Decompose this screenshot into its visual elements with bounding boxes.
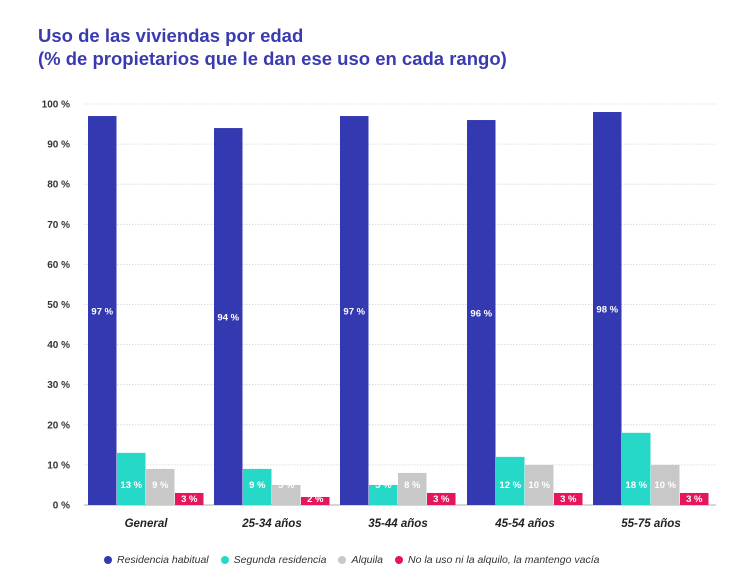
bar — [301, 496, 330, 505]
y-tick-label: 40 % — [47, 340, 70, 351]
legend-item: Alquila — [338, 554, 383, 566]
bar — [369, 484, 398, 505]
data-label: 5 % — [278, 480, 295, 491]
bar — [398, 472, 427, 505]
bar — [651, 464, 680, 505]
data-label: 9 % — [152, 480, 169, 491]
y-tick-label: 20 % — [47, 420, 70, 431]
data-label: 3 % — [181, 494, 198, 505]
bar — [146, 468, 175, 505]
data-label: 8 % — [404, 480, 421, 491]
data-label: 10 % — [654, 480, 676, 491]
legend-label: No la uso ni la alquilo, la mantengo vac… — [408, 554, 600, 566]
bar — [525, 464, 554, 505]
data-label: 13 % — [120, 480, 142, 491]
bar — [467, 120, 496, 505]
chart-title: Uso de las viviendas por edad (% de prop… — [38, 24, 507, 70]
legend-label: Residencia habitual — [117, 554, 209, 566]
y-tick-label: 60 % — [47, 260, 70, 271]
x-tick-label: 35-44 años — [368, 518, 427, 530]
data-label: 12 % — [499, 480, 521, 491]
chart-title-line2: (% de propietarios que le dan ese uso en… — [38, 48, 507, 69]
y-tick-label: 10 % — [47, 460, 70, 471]
data-label: 9 % — [249, 480, 266, 491]
legend-swatch — [220, 556, 229, 564]
legend-swatch — [104, 556, 112, 564]
legend-swatch — [338, 556, 347, 564]
bar — [117, 452, 146, 505]
bar — [622, 432, 651, 505]
bar — [340, 116, 369, 505]
x-tick-label: 45-54 años — [494, 518, 554, 530]
data-label: 97 % — [91, 307, 113, 318]
y-tick-label: 30 % — [47, 380, 70, 391]
legend-item: Residencia habitual — [104, 554, 209, 566]
y-tick-label: 100 % — [42, 100, 70, 111]
legend-label: Segunda residencia — [233, 554, 327, 566]
data-label: 97 % — [343, 307, 365, 318]
data-label: 18 % — [625, 480, 647, 491]
data-label: 96 % — [470, 309, 492, 320]
data-label: 10 % — [528, 480, 550, 491]
x-tick-label: 25-34 años — [241, 518, 301, 530]
data-label: 94 % — [217, 313, 239, 324]
bar — [88, 116, 117, 505]
y-tick-label: 0 % — [53, 501, 70, 512]
x-tick-label: 55-75 años — [621, 518, 680, 530]
legend-label: Alquila — [351, 554, 384, 566]
y-tick-label: 90 % — [47, 140, 70, 151]
data-label: 3 % — [433, 494, 450, 505]
data-label: 98 % — [596, 305, 618, 316]
bar — [427, 492, 456, 505]
chart-title-line1: Uso de las viviendas por edad — [38, 25, 304, 46]
y-tick-label: 70 % — [47, 220, 70, 231]
chart-legend: Residencia habitual Segunda residencia Alq… — [104, 554, 599, 566]
y-tick-label: 50 % — [47, 300, 70, 311]
data-label: 5 % — [375, 480, 392, 491]
data-label: 2 % — [307, 494, 324, 505]
bar — [243, 468, 272, 505]
legend-swatch — [395, 556, 404, 564]
y-tick-label: 80 % — [47, 180, 70, 191]
bar — [496, 456, 525, 505]
bar — [214, 128, 243, 505]
bar — [593, 112, 622, 506]
bar — [554, 492, 583, 505]
bar — [175, 492, 204, 505]
data-label: 3 % — [560, 494, 577, 505]
bar — [272, 484, 301, 505]
data-label: 3 % — [686, 494, 703, 505]
legend-item: Segunda residencia — [220, 554, 327, 566]
x-tick-label: General — [125, 518, 169, 530]
legend-item: No la uso ni la alquilo, la mantengo vac… — [395, 554, 599, 566]
bar — [680, 492, 709, 505]
